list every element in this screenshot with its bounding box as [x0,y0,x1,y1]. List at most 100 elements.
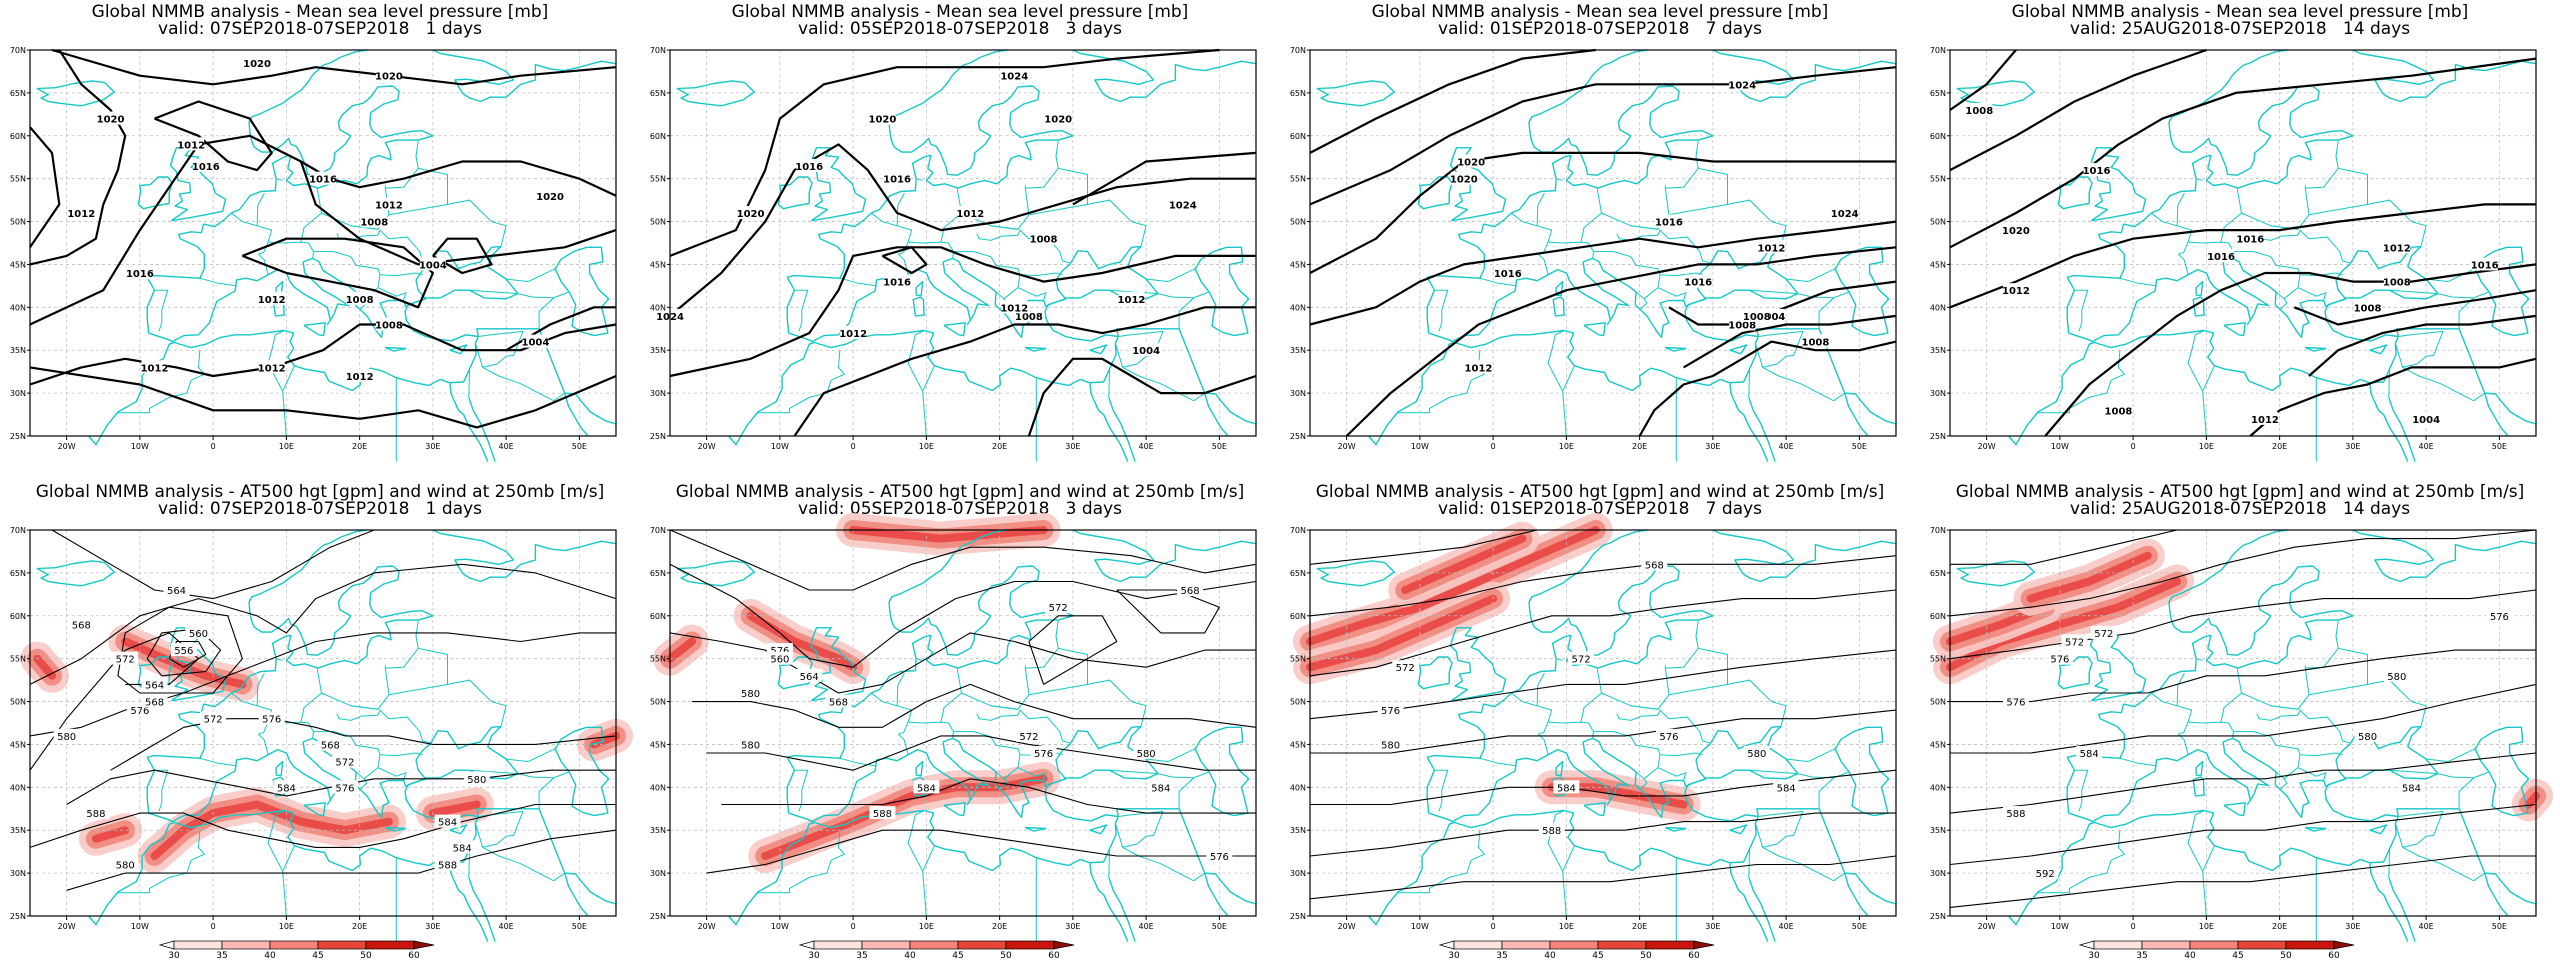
lon-tick-label: 50E [1852,922,1867,931]
height-contour [1309,555,1897,617]
colorbar-label: 35 [2136,951,2147,960]
contour-label: 576 [2490,612,2509,623]
coastline [1570,565,1714,656]
coastline [2305,826,2327,832]
colorbar-label: 45 [312,951,323,960]
jet-band-core [1401,534,1527,594]
coastline [2484,392,2509,437]
map-frame [1309,529,1897,917]
lat-tick-label: 50N [1290,698,1306,707]
border-line [1758,330,1804,337]
border-line [2437,771,2490,779]
lat-tick-label: 45N [1290,740,1306,749]
contour-label-bg [449,840,476,854]
border-line [2305,140,2339,189]
border-line [1122,366,1205,402]
map-plot-area [670,50,1256,436]
contour-lines [29,529,617,891]
lat-tick-label: 55N [10,655,26,664]
border-line [313,731,423,757]
coastline [290,565,434,656]
panel-z500-7days: Global NMMB analysis - AT500 hgt [gpm] a… [1280,480,1920,960]
border-line [300,188,323,243]
border-line [2195,658,2203,661]
isobar [2249,357,2537,437]
lon-tick-label: 50E [1852,442,1867,451]
border-line [482,846,565,882]
lat-tick-label: 30N [650,869,666,878]
isobar [432,237,493,275]
contour-label: 572 [335,758,354,769]
colorbar-label: 30 [168,951,180,960]
contour-label-bg [2046,651,2073,665]
colorbar-segment [1597,940,1647,950]
lon-tick-label: 20W [698,442,716,451]
border-line [1754,331,1804,368]
lat-tick-label: 50N [1290,218,1306,227]
border-line [469,289,518,295]
height-contour [706,735,1256,771]
contour-label-bg [1377,703,1404,717]
border-line [1665,140,1699,189]
contour-label: 1012 [375,200,403,211]
contour-label-bg [1966,103,1993,117]
colorbar-left-arrow [798,940,815,950]
border-line [2037,350,2126,414]
colorbar-label: 60 [2328,951,2340,960]
contour-label: 580 [467,775,486,786]
lon-tick-label: 20E [992,922,1007,931]
coastline [1956,80,2035,107]
jet-band-core [1306,526,1600,646]
axis-ticks: 20W 10W 0 10E 20E 30E 40E 50E 70N 65N 60N 55N 50N 45N… [650,46,1227,451]
colorbar-segment [1501,940,1551,950]
lat-tick-label: 40N [650,783,666,792]
lon-tick-label: 10E [2199,922,2214,931]
border-line [377,274,407,301]
coastline [2210,85,2354,176]
panel-title: Global NMMB analysis - Mean sea level pr… [0,4,640,38]
coastline [2067,615,2354,759]
country-borders [2037,620,2490,942]
lat-tick-label: 30N [10,389,26,398]
lat-tick-label: 70N [1290,526,1306,535]
contour-label: 584 [917,783,936,794]
height-contour [669,563,1257,668]
border-line [1122,846,1205,882]
border-line [1665,620,1699,669]
coastline [2195,280,2204,296]
border-line [1547,810,1567,918]
lat-tick-label: 65N [1290,89,1306,98]
coastline [1729,824,1748,835]
coastline [2388,877,2416,942]
axis-ticks: 20W 10W 0 10E 20E 30E 40E 50E 70N 65N 60N 55N 50N 45N… [1290,46,1867,451]
colorbar-right-arrow [413,940,435,950]
lat-tick-label: 40N [1290,783,1306,792]
contour-label-bg [1458,154,1485,168]
border-line [154,769,169,812]
lat-tick-label: 35N [1290,826,1306,835]
border-line [377,754,407,781]
isobar [241,237,434,309]
contour-label: 1012 [1758,243,1786,254]
border-line [1547,330,1567,438]
lat-tick-label: 65N [650,89,666,98]
border-line [313,251,423,277]
contour-label-bg [737,205,764,219]
border-line [1748,849,1750,878]
coastline [1089,824,1108,835]
coastline [1316,560,1395,587]
coastline [888,49,1008,153]
coastline [2484,872,2537,905]
lon-tick-label: 30E [1065,922,1080,931]
lon-tick-label: 20E [352,442,367,451]
jet-band-core [428,800,481,818]
contour-label: 1008 [1015,312,1043,323]
map-frame [29,49,617,437]
contour-label: 1020 [536,192,564,203]
contour-label-bg [434,814,461,828]
contour-label: 556 [174,646,193,657]
height-contour [1309,812,1896,857]
coastline [1844,392,1869,437]
lat-tick-label: 55N [1930,175,1946,184]
